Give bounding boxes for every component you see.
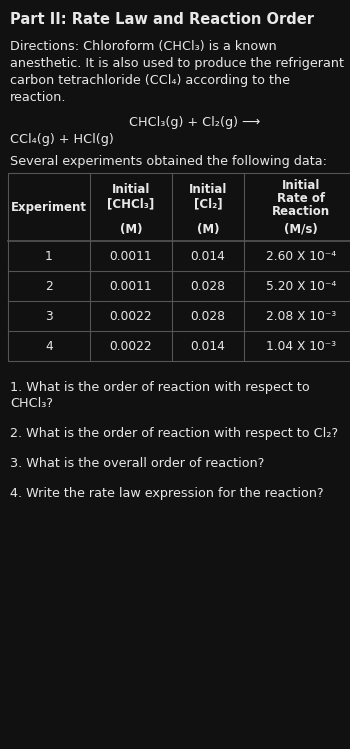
Bar (8, 173, 350, 361)
Text: CCl₄(g) + HCl(g): CCl₄(g) + HCl(g) (10, 133, 114, 146)
Text: 2. What is the order of reaction with respect to Cl₂?: 2. What is the order of reaction with re… (10, 427, 338, 440)
Text: reaction.: reaction. (10, 91, 66, 104)
Text: 1. What is the order of reaction with respect to: 1. What is the order of reaction with re… (10, 381, 310, 394)
Text: Initial: Initial (112, 183, 150, 196)
Text: Reaction: Reaction (272, 205, 330, 218)
Text: 1.04 X 10⁻³: 1.04 X 10⁻³ (266, 339, 336, 353)
Text: 4: 4 (45, 339, 53, 353)
Text: Directions: Chloroform (CHCl₃) is a known: Directions: Chloroform (CHCl₃) is a know… (10, 40, 277, 53)
Text: [Cl₂]: [Cl₂] (194, 197, 222, 210)
Text: (M/s): (M/s) (284, 223, 318, 236)
Text: [CHCl₃]: [CHCl₃] (107, 197, 155, 210)
Text: 0.0011: 0.0011 (110, 279, 152, 293)
Text: 2.08 X 10⁻³: 2.08 X 10⁻³ (266, 309, 336, 323)
Text: 0.0022: 0.0022 (110, 309, 152, 323)
Text: 0.028: 0.028 (190, 309, 225, 323)
Text: (M): (M) (120, 223, 142, 236)
Text: Initial: Initial (189, 183, 227, 196)
Text: (M): (M) (197, 223, 219, 236)
Text: Initial: Initial (282, 179, 320, 192)
Text: 3. What is the overall order of reaction?: 3. What is the overall order of reaction… (10, 457, 264, 470)
Text: 3: 3 (45, 309, 53, 323)
Text: 0.014: 0.014 (190, 339, 225, 353)
Text: Rate of: Rate of (277, 192, 325, 205)
Text: 0.0022: 0.0022 (110, 339, 152, 353)
Text: 4. Write the rate law expression for the reaction?: 4. Write the rate law expression for the… (10, 487, 324, 500)
Text: 5.20 X 10⁻⁴: 5.20 X 10⁻⁴ (266, 279, 336, 293)
Text: carbon tetrachloride (CCl₄) according to the: carbon tetrachloride (CCl₄) according to… (10, 74, 290, 87)
Text: Experiment: Experiment (11, 201, 87, 213)
Text: Several experiments obtained the following data:: Several experiments obtained the followi… (10, 155, 327, 168)
Text: 0.0011: 0.0011 (110, 249, 152, 262)
Text: Part II: Rate Law and Reaction Order: Part II: Rate Law and Reaction Order (10, 12, 314, 27)
Text: 1: 1 (45, 249, 53, 262)
Text: 2: 2 (45, 279, 53, 293)
Text: anesthetic. It is also used to produce the refrigerant: anesthetic. It is also used to produce t… (10, 57, 344, 70)
Text: 2.60 X 10⁻⁴: 2.60 X 10⁻⁴ (266, 249, 336, 262)
Text: 0.028: 0.028 (190, 279, 225, 293)
Text: CHCl₃(g) + Cl₂(g) ⟶: CHCl₃(g) + Cl₂(g) ⟶ (130, 116, 261, 129)
Text: CHCl₃?: CHCl₃? (10, 397, 53, 410)
Text: 0.014: 0.014 (190, 249, 225, 262)
